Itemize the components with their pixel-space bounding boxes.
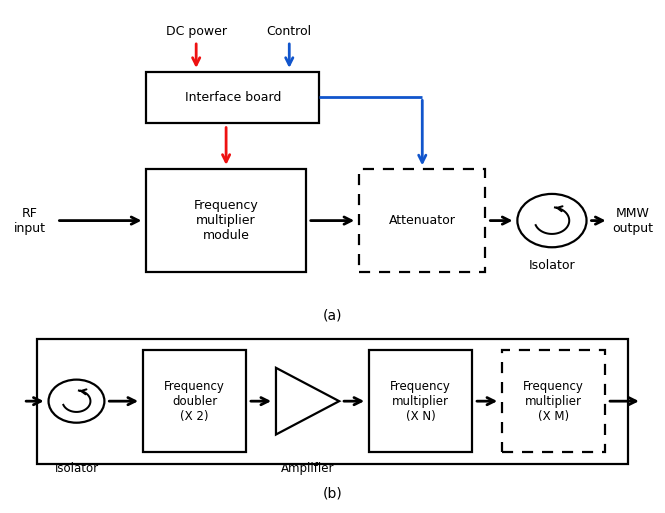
Bar — [146, 72, 319, 123]
Text: Frequency
multiplier
(X N): Frequency multiplier (X N) — [390, 380, 451, 423]
Text: Attenuator: Attenuator — [389, 214, 456, 227]
Text: (a): (a) — [323, 308, 342, 323]
Bar — [146, 169, 306, 272]
Text: RF
input: RF input — [14, 207, 46, 234]
Text: Frequency
multiplier
module: Frequency multiplier module — [194, 199, 259, 242]
Bar — [143, 350, 246, 452]
Text: Control: Control — [267, 26, 312, 38]
Text: DC power: DC power — [166, 26, 227, 38]
Text: (b): (b) — [323, 486, 342, 501]
Text: Amplifier: Amplifier — [281, 462, 334, 475]
Text: Interface board: Interface board — [185, 91, 281, 104]
Bar — [502, 350, 605, 452]
Bar — [37, 339, 628, 464]
Text: MMW
output: MMW output — [612, 207, 653, 234]
Text: Frequency
multiplier
(X M): Frequency multiplier (X M) — [523, 380, 584, 423]
Text: Frequency
doubler
(X 2): Frequency doubler (X 2) — [164, 380, 225, 423]
Text: Isolator: Isolator — [55, 462, 98, 475]
Bar — [369, 350, 472, 452]
Bar — [359, 169, 485, 272]
Text: Isolator: Isolator — [529, 259, 575, 272]
